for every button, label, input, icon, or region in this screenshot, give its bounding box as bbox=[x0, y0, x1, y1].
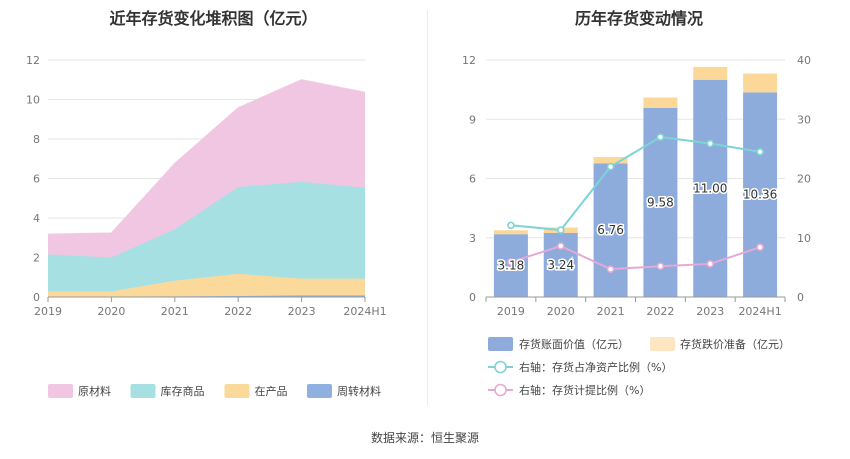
line-point bbox=[606, 162, 615, 171]
line-point bbox=[706, 139, 715, 148]
stacked-area-chart: 0 2 4 6 8 10 12 2019 2020 2021 2022 2023 2024H1 原材料 库存… bbox=[26, 54, 387, 398]
area-4 bbox=[48, 79, 365, 258]
line-point bbox=[706, 260, 715, 268]
y-right-tick-label: 20 bbox=[797, 173, 811, 186]
x-tick-label: 2021 bbox=[597, 305, 625, 318]
line-point bbox=[656, 133, 665, 141]
bar-data-label: 3.18 bbox=[498, 259, 525, 273]
y-left-tick-label: 6 bbox=[469, 173, 476, 186]
line-point bbox=[507, 221, 515, 230]
bar-book-value bbox=[593, 163, 628, 297]
bar-impairment bbox=[693, 66, 728, 80]
y-left-tick-label: 3 bbox=[469, 232, 476, 245]
area-2 bbox=[48, 273, 365, 297]
legend-swatch bbox=[650, 337, 675, 351]
legend-swatch bbox=[130, 384, 156, 398]
chart-title-left: 近年存货变化堆积图（亿元） bbox=[109, 9, 318, 28]
legend-swatch bbox=[488, 337, 513, 351]
y-left-tick-label: 0 bbox=[469, 291, 476, 304]
y-tick-label: 0 bbox=[33, 291, 40, 304]
x-tick-label: 2024H1 bbox=[343, 305, 386, 318]
bar-impairment bbox=[743, 73, 778, 93]
x-tick-label: 2021 bbox=[161, 305, 189, 318]
line-point bbox=[556, 242, 565, 250]
bar-data-label: 3.24 bbox=[547, 258, 574, 272]
x-tick-label: 2020 bbox=[97, 305, 125, 318]
legend-label: 在产品 bbox=[255, 384, 288, 398]
stacked-area-panel: 近年存货变化堆积图（亿元） 0 2 4 6 8 10 12 2019 2020 2021 2022 2… bbox=[0, 0, 427, 420]
legend-swatch bbox=[48, 384, 73, 398]
y-left-tick-label: 9 bbox=[469, 113, 476, 126]
y-right-tick-label: 30 bbox=[797, 113, 811, 126]
legend-label: 存货账面价值（亿元） bbox=[519, 337, 629, 351]
bar-line-chart: 0 3 6 9 12 0 10 20 30 40 2019 2020 2021 2022 2023 2024H… bbox=[462, 54, 811, 397]
bar-line-panel: 历年存货变动情况 0 3 6 9 12 0 10 20 30 40 2019 2020 2021 2022… bbox=[428, 0, 850, 420]
x-tick-label: 2022 bbox=[646, 305, 674, 318]
x-tick-label: 2023 bbox=[288, 305, 316, 318]
y-tick-label: 10 bbox=[26, 94, 40, 107]
legend-label: 周转材料 bbox=[337, 384, 381, 398]
bar-data-label: 9.58 bbox=[647, 195, 674, 209]
y-tick-label: 8 bbox=[33, 133, 40, 146]
legend-marker bbox=[494, 360, 507, 374]
y-right-tick-label: 0 bbox=[797, 291, 804, 304]
y-left-tick-label: 12 bbox=[462, 54, 476, 67]
bar-data-label: 6.76 bbox=[597, 223, 624, 237]
line-series-1 bbox=[510, 135, 761, 232]
legend-label: 存货跌价准备（亿元） bbox=[680, 337, 790, 351]
y-right-tick-label: 40 bbox=[797, 54, 811, 67]
bar-impairment bbox=[643, 97, 678, 108]
bar-book-value bbox=[743, 92, 778, 297]
chart-title-right: 历年存货变动情况 bbox=[574, 9, 703, 28]
y-tick-label: 12 bbox=[26, 54, 40, 67]
line-point bbox=[507, 258, 515, 266]
bar-impairment bbox=[593, 156, 628, 164]
data-source: 数据来源：恒生聚源 bbox=[370, 431, 479, 445]
bar-data-label: 10.36 bbox=[743, 188, 777, 202]
legend-label: 原材料 bbox=[78, 384, 111, 398]
y-tick-label: 6 bbox=[33, 173, 40, 186]
line-point bbox=[756, 148, 764, 156]
legend-label: 右轴：存货计提比例（%） bbox=[519, 383, 650, 397]
line-point bbox=[556, 226, 565, 234]
bar-impairment bbox=[493, 230, 528, 235]
legend-marker bbox=[494, 383, 507, 397]
line-point bbox=[756, 243, 764, 252]
bar-data-label: 11.00 bbox=[693, 181, 727, 195]
x-tick-label: 2023 bbox=[696, 305, 724, 318]
y-tick-label: 2 bbox=[33, 252, 40, 265]
line-point bbox=[606, 265, 615, 273]
legend-label: 右轴：存货占净资产比例（%） bbox=[519, 360, 672, 374]
area-edge-4 bbox=[47, 79, 366, 235]
legend-label: 库存商品 bbox=[161, 384, 205, 398]
area-3 bbox=[48, 181, 365, 292]
y-tick-label: 4 bbox=[33, 212, 40, 225]
x-tick-label: 2019 bbox=[34, 305, 62, 318]
line-point bbox=[656, 262, 665, 270]
y-right-tick-label: 10 bbox=[797, 232, 811, 245]
x-tick-label: 2020 bbox=[547, 305, 575, 318]
x-tick-label: 2022 bbox=[224, 305, 252, 318]
panel-divider bbox=[427, 10, 428, 405]
legend-swatch bbox=[307, 384, 332, 398]
line-series-2 bbox=[510, 244, 761, 271]
legend-swatch bbox=[224, 384, 250, 398]
x-tick-label: 2024H1 bbox=[738, 305, 781, 318]
x-tick-label: 2019 bbox=[497, 305, 525, 318]
